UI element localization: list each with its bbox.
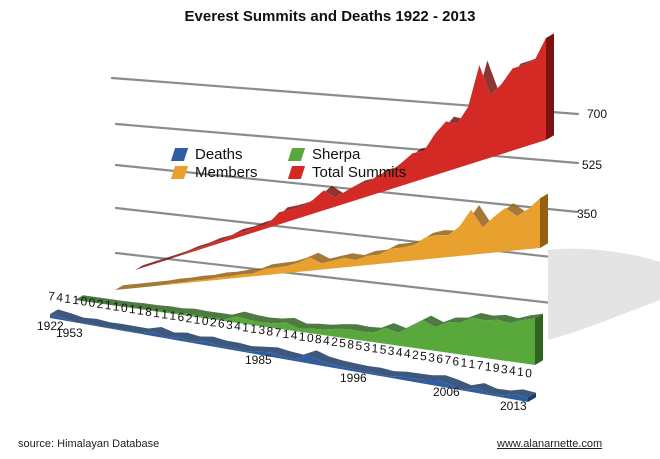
x-tick-label: 1985: [245, 353, 272, 367]
deaths-strip-digit: 0: [201, 314, 209, 328]
ribbon-cap-members: [540, 193, 548, 248]
deaths-strip-digit: 7: [476, 358, 484, 372]
deaths-strip-digit: 8: [145, 305, 153, 319]
deaths-strip-digit: 3: [428, 350, 436, 364]
ribbon-cap-sherpa: [535, 313, 543, 365]
deaths-strip-digit: 3: [363, 340, 371, 354]
deaths-strip-digit: 4: [395, 345, 403, 359]
deaths-strip-digit: 1: [242, 320, 250, 334]
deaths-strip-digit: 1: [72, 293, 80, 307]
source-link[interactable]: www.alanarnette.com: [497, 438, 603, 450]
deaths-strip-digit: 7: [48, 289, 56, 303]
deaths-strip-digit: 1: [161, 307, 169, 321]
deaths-strip-digit: 1: [137, 303, 145, 317]
deaths-strip-digit: 1: [460, 356, 468, 370]
chart-title: Everest Summits and Deaths 1922 - 2013: [184, 8, 476, 25]
ribbon-area-sherpa: [75, 300, 535, 365]
deaths-strip-digit: 1: [298, 329, 306, 343]
deaths-strip-digit: 1: [113, 299, 121, 313]
deaths-strip-digit: 1: [104, 298, 112, 312]
deaths-strip-digit: 4: [234, 319, 242, 333]
ribbon-area-deaths: [50, 314, 528, 402]
x-tick-label: 2006: [433, 385, 460, 399]
shadow-shape: [548, 248, 660, 340]
ribbon-top-deaths: [50, 309, 536, 398]
deaths-strip-digit: 1: [129, 302, 137, 316]
ribbon-cap-total-summits: [546, 33, 554, 140]
chart-shadow: [548, 248, 660, 340]
deaths-strip-digit: 2: [412, 348, 420, 362]
x-tick-label: 2013: [500, 399, 527, 413]
deaths-strip-digit: 0: [121, 301, 129, 315]
deaths-strip-digit: 2: [96, 297, 104, 311]
ribbon-area-members: [115, 198, 540, 290]
deaths-strip-digit: 1: [468, 357, 476, 371]
deaths-strip-digit: 8: [347, 337, 355, 351]
y-tick-label: 350: [577, 207, 597, 221]
x-tick-label: 1922: [37, 319, 64, 333]
gridline-2: [114, 163, 580, 214]
deaths-strip-digit: 6: [436, 352, 444, 366]
legend-label-deaths: Deaths: [195, 146, 243, 163]
deaths-strip-digit: 4: [509, 363, 517, 377]
deaths-strip-digit: 6: [218, 316, 226, 330]
deaths-strip-digit: 4: [404, 346, 412, 360]
x-tick-label: 1996: [340, 371, 367, 385]
deaths-strip-digit: 5: [339, 336, 347, 350]
deaths-strip-digit: 1: [282, 327, 290, 341]
deaths-strip-digit: 7: [444, 353, 452, 367]
deaths-strip-digit: 2: [185, 311, 193, 325]
gridline-1: [114, 122, 580, 165]
source-note: source: Himalayan Database: [18, 438, 160, 450]
deaths-strip-digit: 0: [80, 294, 88, 308]
deaths-strip-digit: 1: [517, 365, 525, 379]
deaths-strip-digit: 3: [226, 318, 234, 332]
legend-label-sherpa: Sherpa: [312, 146, 361, 163]
deaths-strip-digit: 8: [266, 324, 274, 338]
deaths-strip-digit: 1: [250, 322, 258, 336]
deaths-strip-digit: 4: [323, 333, 331, 347]
y-tick-label: 525: [582, 158, 602, 172]
deaths-strip-digit: 6: [177, 310, 185, 324]
deaths-strip-digit: 2: [331, 335, 339, 349]
deaths-strip-digit: 8: [315, 332, 323, 346]
deaths-strip-digit: 4: [56, 290, 64, 304]
deaths-strip-digit: 1: [153, 306, 161, 320]
deaths-strip-digit: 1: [64, 292, 72, 306]
ribbon-top-sherpa: [75, 295, 543, 333]
deaths-strip-digit: 0: [88, 296, 96, 310]
deaths-strip-digit: 1: [484, 359, 492, 373]
deaths-strip-digit: 2: [210, 315, 218, 329]
x-tick-label: 1953: [56, 326, 83, 340]
ribbon-cap-deaths: [528, 392, 536, 402]
deaths-strip-digit: 6: [452, 354, 460, 368]
deaths-strip-digit: 3: [258, 323, 266, 337]
deaths-strip-digit: 4: [290, 328, 298, 342]
deaths-strip-digit: 1: [371, 341, 379, 355]
deaths-strip-digit: 0: [525, 366, 533, 380]
deaths-strip-digit: 1: [169, 309, 177, 323]
deaths-strip-digit: 5: [420, 349, 428, 363]
deaths-strip-digit: 7: [274, 326, 282, 340]
gridline-4: [114, 251, 580, 308]
series-ribbons: [50, 33, 554, 402]
y-tick-label: 700: [587, 107, 607, 121]
ribbon-area-total-summits: [135, 38, 546, 270]
legend-label-members: Members: [195, 164, 258, 181]
deaths-strip-digit: 3: [387, 344, 395, 358]
deaths-strip-digit: 5: [379, 343, 387, 357]
deaths-strip-digit: 0: [307, 331, 315, 345]
deaths-strip-digit: 9: [492, 361, 500, 375]
deaths-strip-digit: 1: [193, 313, 201, 327]
deaths-strip-digit: 3: [501, 362, 509, 376]
deaths-strip-digit: 5: [355, 339, 363, 353]
legend-label-total-summits: Total Summits: [312, 164, 407, 181]
